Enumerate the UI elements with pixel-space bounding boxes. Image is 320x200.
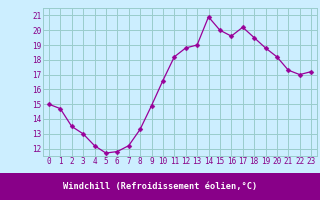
Text: Windchill (Refroidissement éolien,°C): Windchill (Refroidissement éolien,°C) xyxy=(63,182,257,191)
